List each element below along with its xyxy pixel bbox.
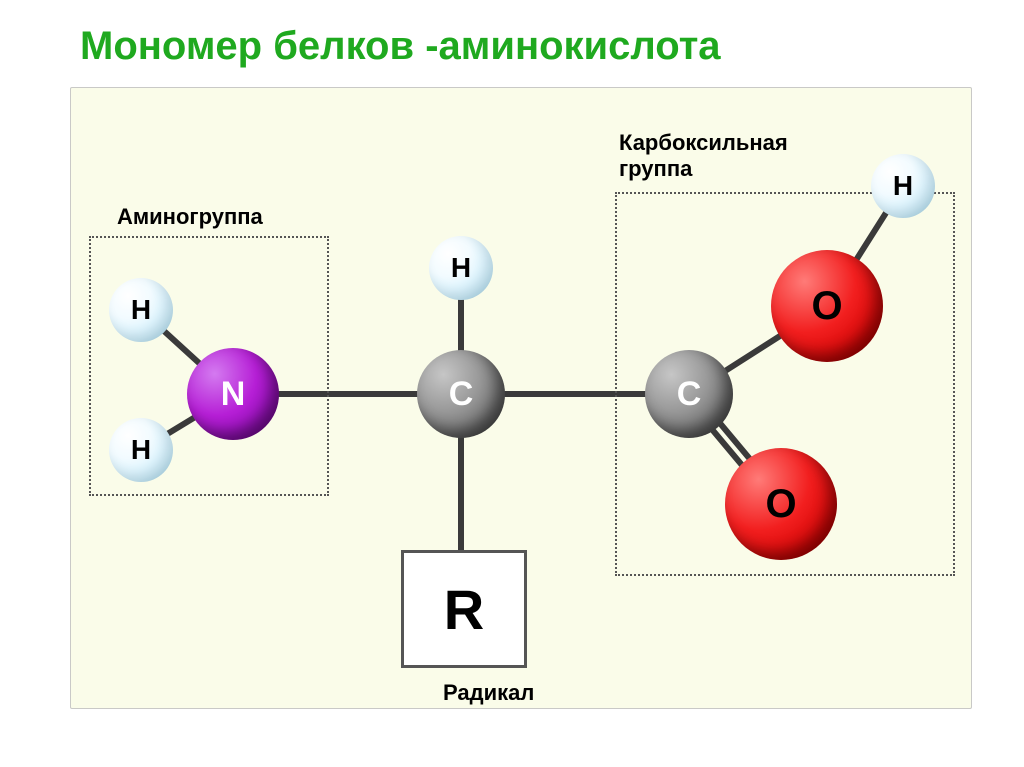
atom-hydrogen: H: [109, 278, 173, 342]
carboxyl-group-label: Карбоксильная группа: [619, 130, 839, 182]
atom-hydrogen: H: [109, 418, 173, 482]
radical-box: R: [401, 550, 527, 668]
page-title: Мономер белков -аминокислота: [0, 0, 1024, 87]
atom-carbon: C: [645, 350, 733, 438]
atom-hydrogen: H: [429, 236, 493, 300]
radical-label: Радикал: [443, 680, 534, 706]
radical-symbol: R: [444, 577, 484, 642]
atom-oxygen: O: [725, 448, 837, 560]
atom-nitrogen: N: [187, 348, 279, 440]
diagram-canvas: Аминогруппа Карбоксильная группа R Радик…: [70, 87, 972, 709]
atom-oxygen: O: [771, 250, 883, 362]
atom-carbon: C: [417, 350, 505, 438]
atom-hydrogen: H: [871, 154, 935, 218]
amino-group-label: Аминогруппа: [117, 204, 263, 230]
